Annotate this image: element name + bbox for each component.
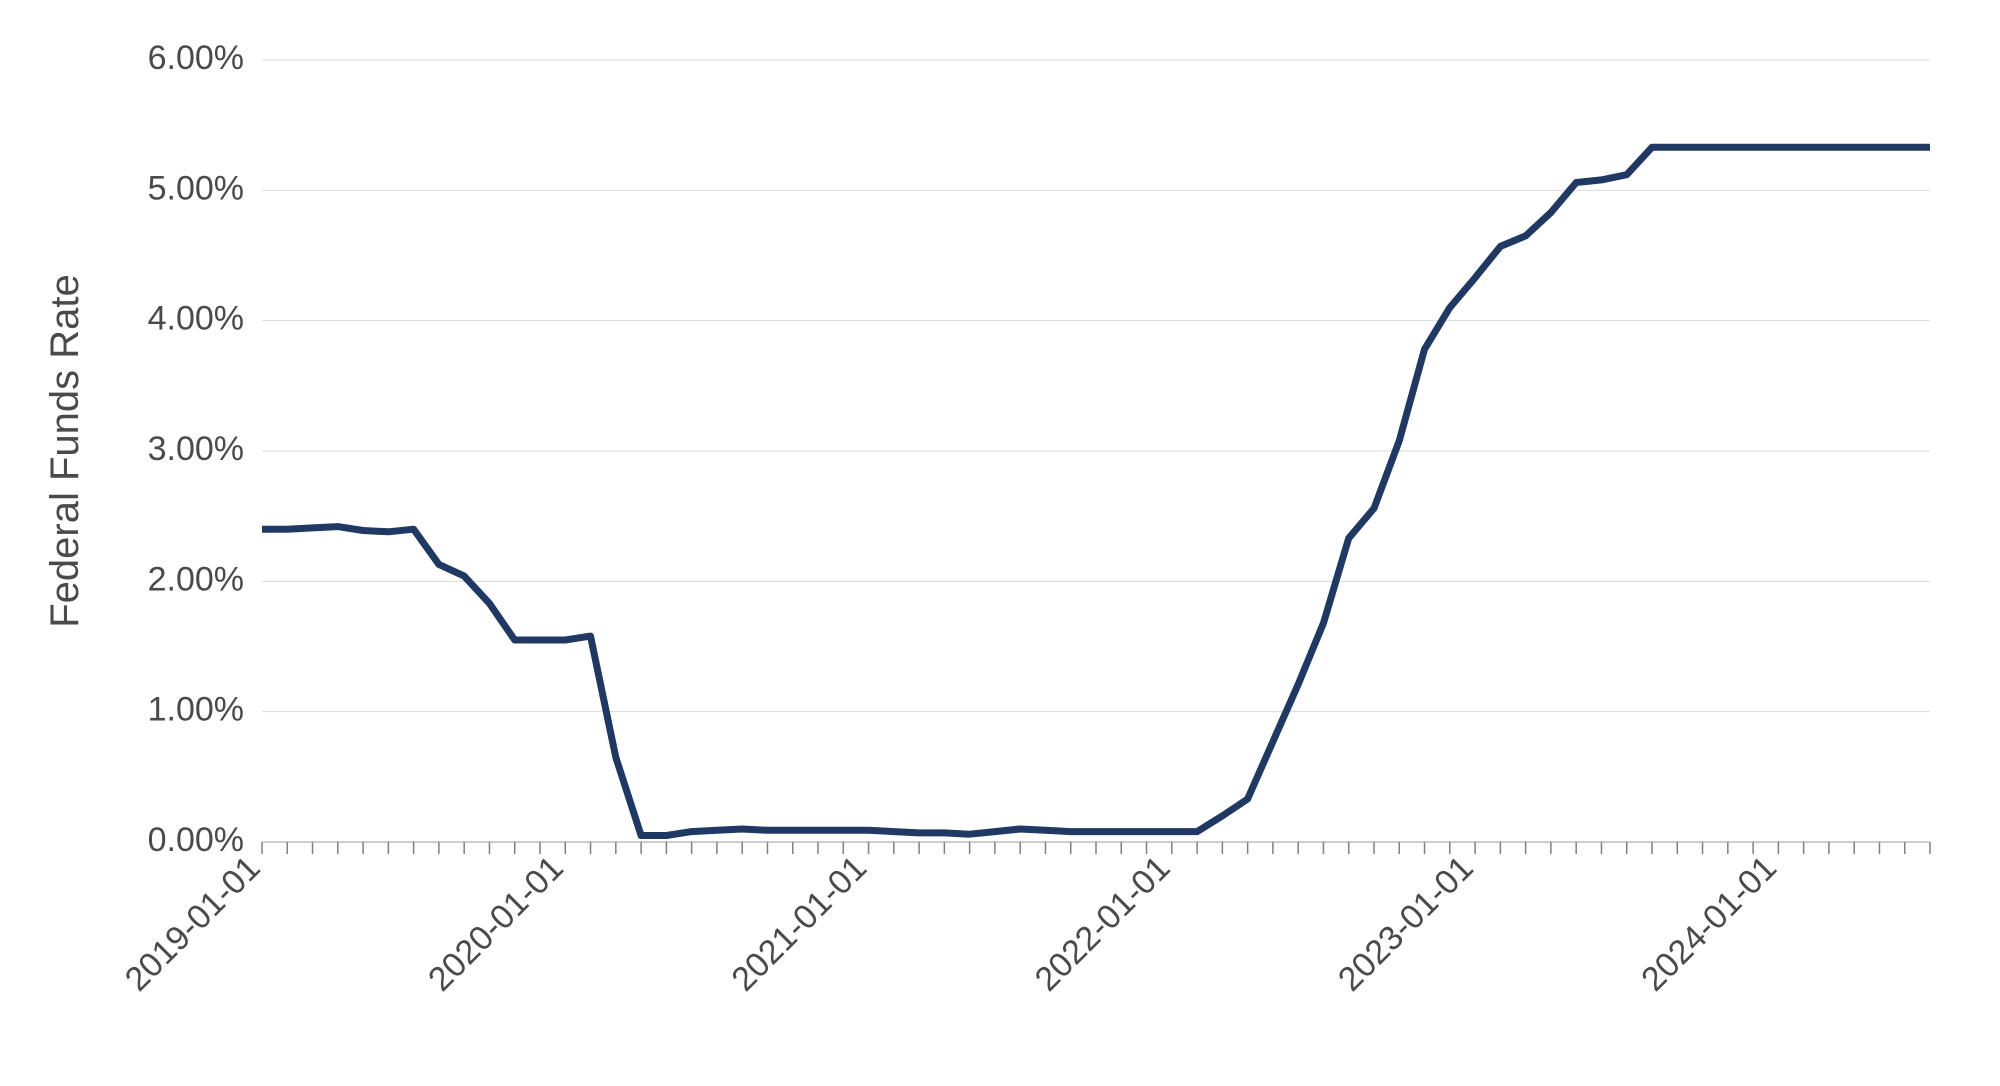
y-tick-label: 3.00% [148,430,244,468]
y-tick-label: 4.00% [148,300,244,338]
chart-container: 0.00% 1.00% 2.00% 3.00% 4.00% 5.00% 6.00% Feder… [0,0,2000,1086]
y-tick-label: 2.00% [148,560,244,598]
line-chart: 0.00% 1.00% 2.00% 3.00% 4.00% 5.00% 6.00% Feder… [0,0,2000,1086]
y-tick-label: 0.00% [148,821,244,859]
y-axis-label: Federal Funds Rate [43,274,87,628]
y-tick-label: 6.00% [148,39,244,77]
y-tick-label: 1.00% [148,691,244,729]
y-tick-label: 5.00% [148,169,244,207]
